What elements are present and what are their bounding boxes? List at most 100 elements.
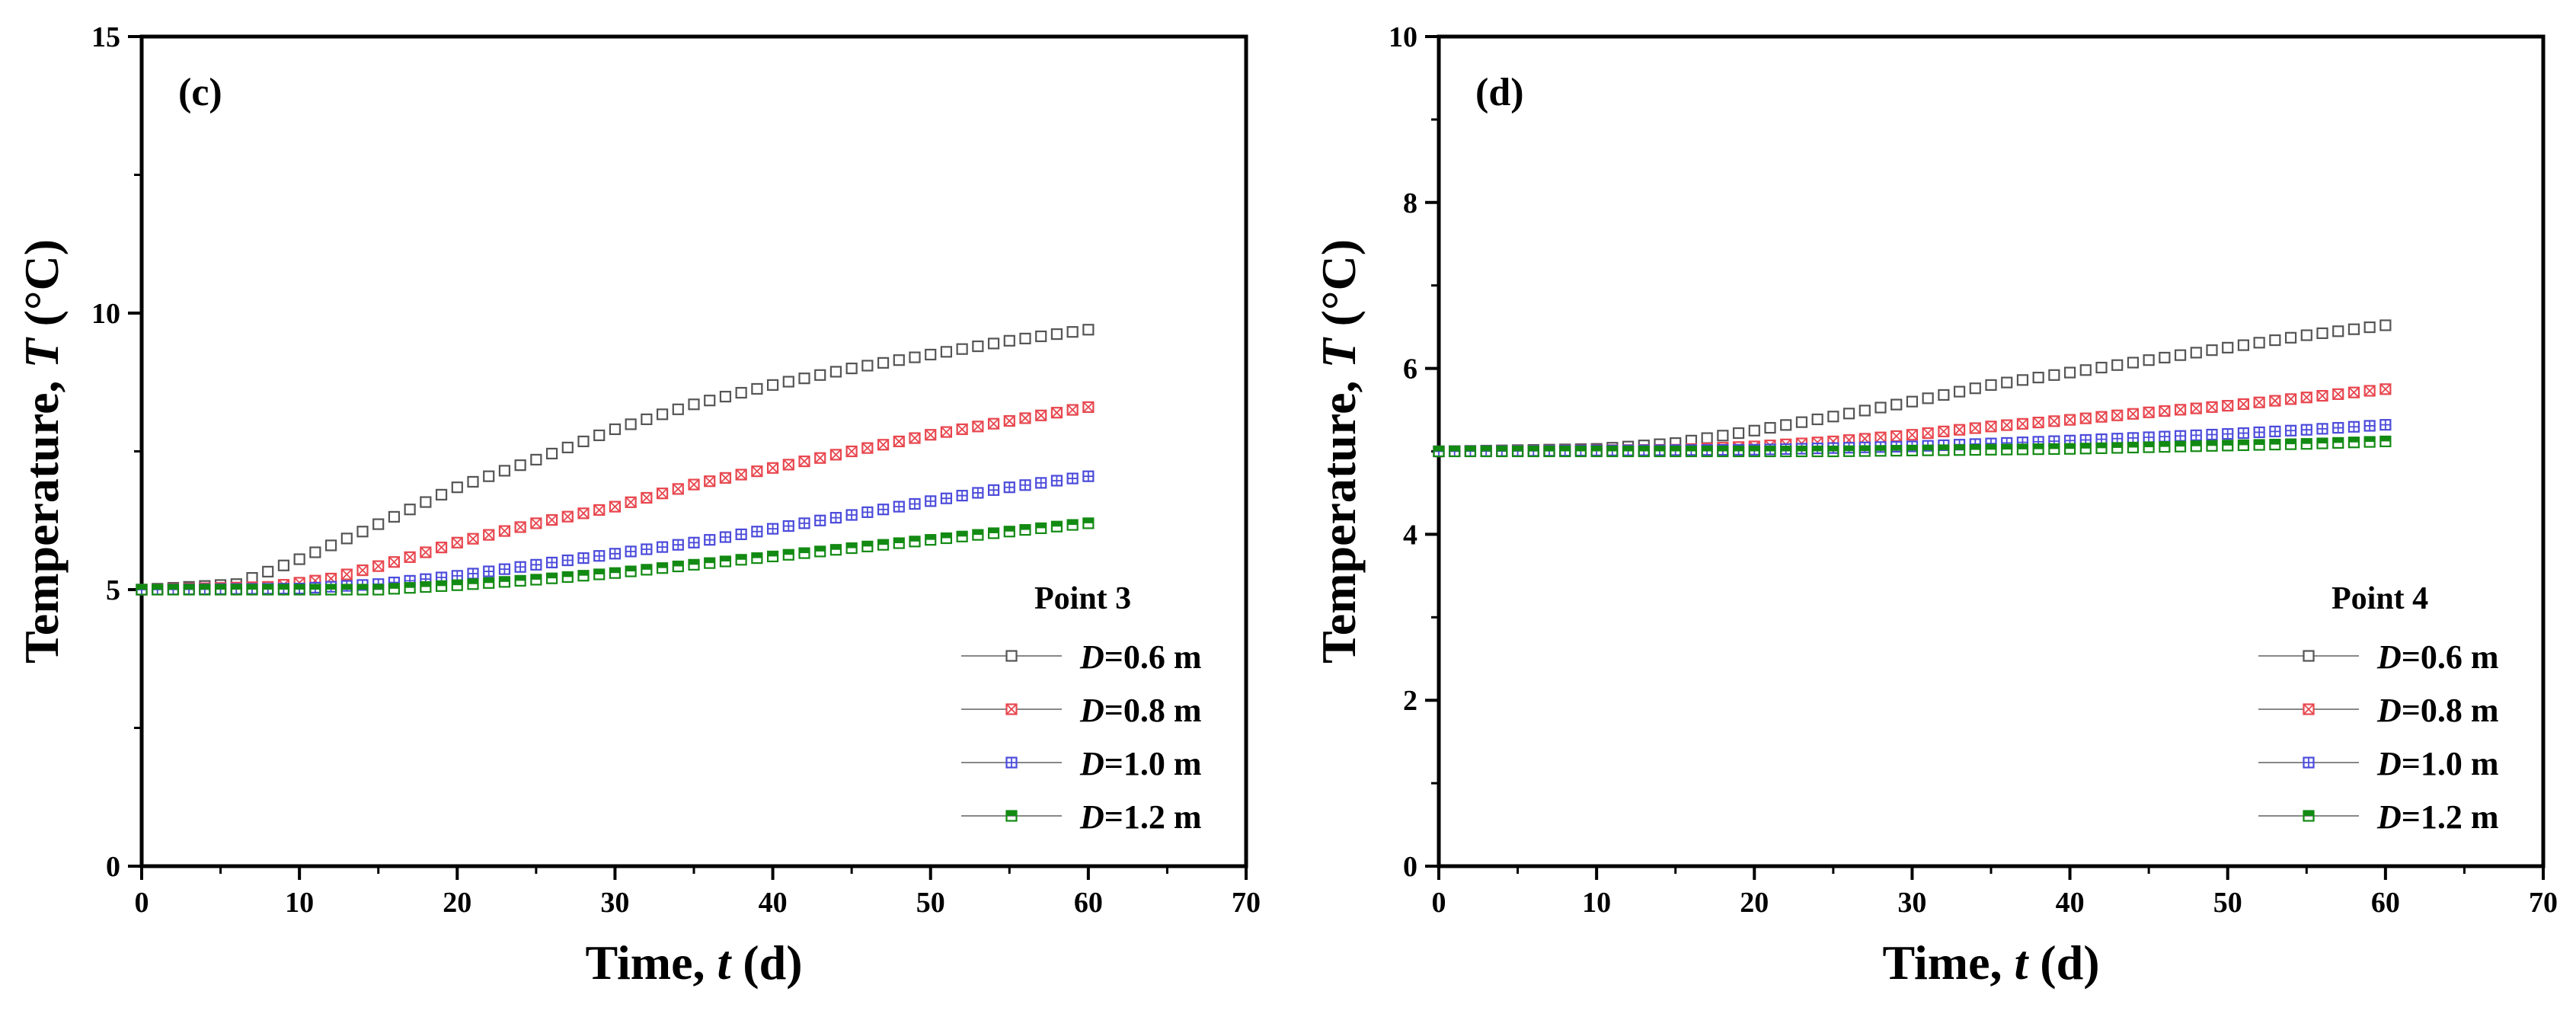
data-point <box>2079 443 2092 455</box>
data-point <box>656 488 669 500</box>
legend-label: D=1.2 m <box>2376 798 2499 836</box>
legend-label: D=0.6 m <box>1079 638 1202 676</box>
data-point <box>861 360 874 372</box>
data-point <box>2190 429 2202 441</box>
data-point <box>1780 419 1792 431</box>
legend-marker <box>1005 810 1018 822</box>
data-point <box>704 395 716 407</box>
data-point <box>1019 332 1031 344</box>
data-point <box>2174 440 2187 453</box>
data-point <box>309 546 321 558</box>
data-point <box>1906 444 1919 457</box>
data-point <box>530 453 542 465</box>
data-point <box>940 532 953 545</box>
legend-label: D=1.0 m <box>2376 745 2499 782</box>
data-point <box>2048 415 2060 427</box>
data-point <box>2048 369 2060 381</box>
data-point <box>514 459 526 472</box>
data-point <box>1685 445 1698 458</box>
data-point <box>404 582 416 594</box>
data-point <box>2300 392 2312 404</box>
data-point <box>2159 430 2171 443</box>
data-point <box>2332 325 2344 337</box>
data-point <box>782 520 794 532</box>
data-point <box>1874 401 1887 414</box>
data-point <box>688 536 700 548</box>
data-point <box>1701 432 1713 444</box>
data-point <box>893 537 905 549</box>
y-axis-title: Temperature, T (°C) <box>14 239 69 664</box>
data-point <box>1003 414 1015 427</box>
data-point <box>1464 445 1477 458</box>
data-point <box>1082 470 1095 482</box>
data-point <box>1717 445 1729 458</box>
data-point <box>435 488 448 501</box>
y-tick-label: 0 <box>1403 851 1417 883</box>
data-point <box>814 545 826 558</box>
data-point <box>877 439 890 451</box>
data-point <box>324 584 337 596</box>
data-point <box>766 523 779 535</box>
series-d-1-2-m <box>1433 435 2392 458</box>
data-point <box>798 373 810 385</box>
data-point <box>2048 443 2060 456</box>
data-point <box>735 469 747 481</box>
data-point <box>1985 379 1997 391</box>
data-point <box>451 481 463 494</box>
data-point <box>766 550 779 563</box>
data-point <box>404 504 416 516</box>
data-point <box>1827 411 1839 423</box>
data-point <box>956 343 968 355</box>
data-point <box>2379 383 2392 395</box>
data-point <box>2079 412 2092 424</box>
data-point <box>1938 389 1950 401</box>
x-tick-label: 30 <box>600 887 629 919</box>
data-point <box>2253 396 2265 408</box>
data-point <box>704 475 716 488</box>
data-point <box>2159 351 2171 364</box>
data-point <box>2300 438 2312 450</box>
data-point <box>829 366 842 378</box>
data-point <box>2206 440 2218 452</box>
data-point <box>1003 481 1015 494</box>
data-point <box>1003 334 1015 347</box>
data-point <box>2174 430 2187 442</box>
data-point <box>925 534 937 546</box>
data-point <box>388 556 401 568</box>
legend-marker <box>1005 650 1018 662</box>
data-point <box>1843 408 1855 420</box>
data-point <box>829 449 842 461</box>
data-point <box>1511 445 1524 458</box>
data-point <box>2253 439 2265 451</box>
data-point <box>751 552 763 564</box>
data-point <box>1985 443 1997 456</box>
data-point <box>577 435 590 448</box>
data-point <box>925 429 937 441</box>
legend-marker <box>2303 810 2315 822</box>
data-point <box>987 527 1000 539</box>
x-tick-label: 20 <box>1740 887 1769 919</box>
data-point <box>230 584 242 596</box>
data-point <box>1019 523 1031 536</box>
data-point <box>593 429 606 442</box>
data-point <box>2079 364 2092 376</box>
data-point <box>672 483 684 495</box>
data-point <box>2095 411 2108 423</box>
legend-entry: D=0.8 m <box>961 692 1202 729</box>
data-point <box>420 546 432 558</box>
data-point <box>372 584 385 596</box>
data-point <box>262 565 274 578</box>
data-point <box>1717 430 1729 442</box>
data-point <box>751 465 763 478</box>
x-tick-label: 10 <box>285 887 314 919</box>
data-point <box>1050 407 1063 419</box>
data-point <box>2284 393 2297 405</box>
data-point <box>735 386 747 399</box>
data-point <box>2269 438 2281 451</box>
data-point <box>1843 445 1855 457</box>
data-point <box>2332 437 2344 449</box>
data-point <box>2143 441 2155 453</box>
data-point <box>467 568 479 580</box>
data-point <box>2379 435 2392 448</box>
data-point <box>2095 442 2108 454</box>
